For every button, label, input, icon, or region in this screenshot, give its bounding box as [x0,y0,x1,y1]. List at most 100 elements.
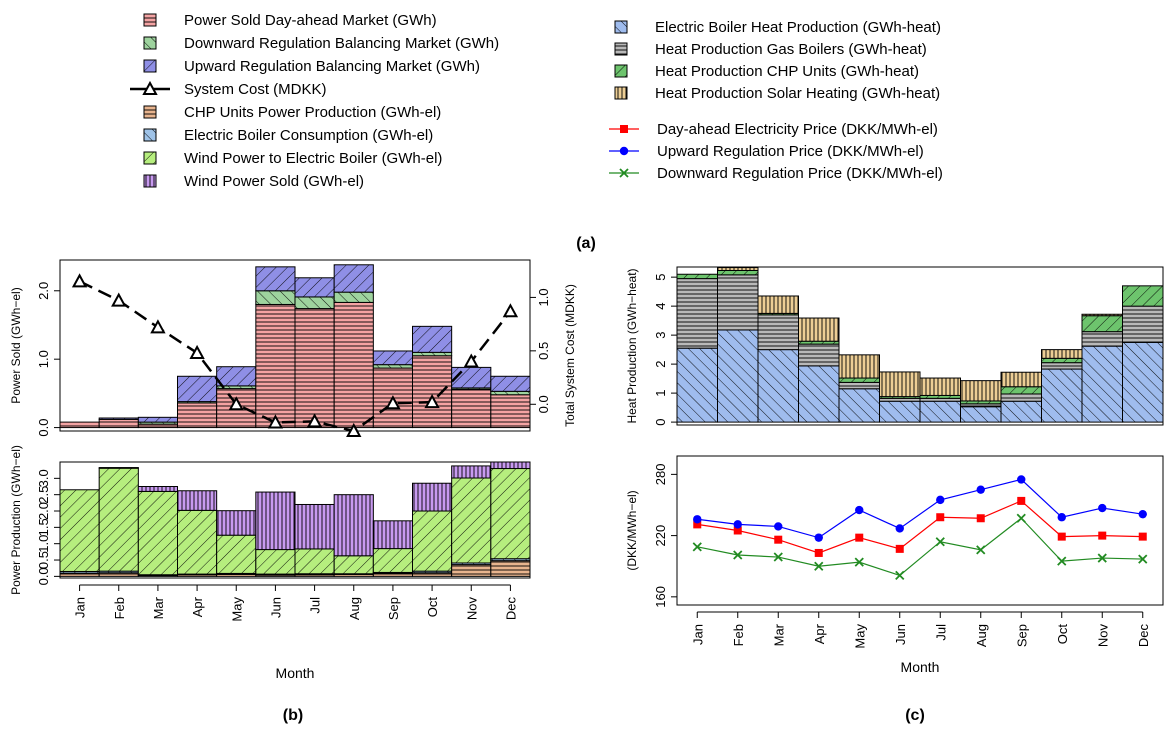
system-cost-point-sep [385,395,401,410]
bar-sold_da-feb [98,418,139,429]
y2-axis-label: Total System Cost (MDKK) [563,284,577,427]
legend-label: Electric Boiler Heat Production (GWh-hea… [655,19,941,36]
point-p_up-feb [733,520,742,529]
bar-gas_heat-oct [1041,362,1083,370]
x-tick-label-apr: Apr [812,623,827,644]
legend-swatch [614,42,628,56]
bar-eb_heat-jul [919,400,961,423]
x-tick-label-may: May [229,597,244,622]
y-tick-label: 4 [653,303,668,310]
legend-swatch [143,36,157,50]
y-tick-label: 1.0 [36,535,51,553]
legend-label: Downward Regulation Price (DKK/MWh-el) [657,165,943,182]
legend-item-solar_heat: Heat Production Solar Heating (GWh-heat) [614,85,940,102]
point-p_down-mar [773,552,783,562]
legend-swatch [143,59,157,73]
point-p_da-sep [1017,496,1026,505]
bar-wind_eb-oct [412,510,453,572]
bar-solar_heat-apr [798,317,840,342]
bar-chp_heat-nov [1081,315,1123,333]
point-p_up-may [855,505,864,515]
y-axis-label: Heat Production (GWh−heat) [625,268,639,423]
bar-gas_heat-dec [1122,305,1164,343]
bar-eb_heat-apr [798,365,840,423]
bar-solar_heat-jun [879,371,921,398]
bar-wind_sold-oct [412,482,453,512]
bar-gas_heat-feb [717,274,759,331]
series-line-p_down [697,517,1143,577]
point-p_down-jul [935,537,945,547]
y-tick-label: 220 [653,525,668,547]
bar-down_reg-aug [333,291,374,303]
x-tick-label-apr: Apr [190,596,205,617]
y-tick-label: 0.0 [36,567,51,585]
bar-up_reg-jun [255,266,296,292]
bar-chp_heat-oct [1041,357,1083,364]
y-tick-label: 2.0 [36,282,51,300]
bar-eb_heat-dec [1122,341,1164,423]
y2-tick-label: 0.0 [536,395,551,413]
bar-chp_el-nov [451,564,492,577]
bar-wind_eb-jan [59,489,100,572]
bar-wind_eb-dec [490,468,531,560]
legend-label: Wind Power to Electric Boiler (GWh-el) [184,150,442,167]
caption-c: (c) [905,707,925,724]
panel-c-top-heat-production: 0 1 2 3 4 5 Heat Production (GWh−heat) [625,266,1164,426]
x-tick-label-oct: Oct [1055,624,1070,645]
bar-wind_sold-nov [451,465,492,479]
bar-wind_eb-jun [255,549,296,575]
bar-solar_heat-oct [1041,349,1083,359]
system-cost-point-jun [267,414,284,429]
panel-b-top-power-sold: 0.0 1.0 2.0 Power Sold (GWh−el) 0.0 0.5 1.0 Tot… [9,259,577,437]
x-axis-label: Month [901,659,940,675]
legend-right: Electric Boiler Heat Production (GWh-hea… [609,19,943,182]
legend-label: Heat Production Gas Boilers (GWh-heat) [655,41,927,58]
bar-wind_sold-mar [137,486,178,492]
bar-gas_heat-nov [1081,331,1123,347]
bar-up_reg-mar [137,416,178,423]
y-tick-label: 0 [653,418,668,425]
legend-item-eb_heat: Electric Boiler Heat Production (GWh-hea… [614,19,941,36]
x-tick-label-nov: Nov [1095,624,1110,648]
bar-up_reg-dec [490,375,531,392]
point-p_up-nov [1098,503,1107,513]
legend-left: Power Sold Day-ahead Market (GWh) Downwar… [130,12,499,190]
x-tick-label-jul: Jul [933,624,948,641]
legend-swatch [614,86,628,100]
legend-item-sys_cost: System Cost (MDKK) [130,80,327,98]
legend-item-chp_heat: Heat Production CHP Units (GWh-heat) [614,63,919,80]
legend-label: CHP Units Power Production (GWh-el) [184,104,441,121]
legend-item-p_down: Downward Regulation Price (DKK/MWh-el) [609,165,943,182]
system-cost-point-oct [424,394,440,409]
legend-marker [620,125,628,133]
bar-up_reg-oct [412,325,453,353]
x-tick-label-mar: Mar [151,596,166,619]
bar-sold_da-oct [412,355,453,429]
point-p_down-sep [1016,513,1026,523]
bar-wind_sold-may [216,510,257,536]
point-p_da-jun [895,544,904,553]
bar-eb_heat-jan [676,347,718,423]
legend-marker [619,168,629,178]
system-cost-point-apr [189,344,205,359]
x-tick-label-dec: Dec [503,597,518,621]
series-line-p_da [697,500,1143,554]
x-tick-label-aug: Aug [347,597,362,620]
y-axis-label: Power Sold (GWh−el) [9,287,23,403]
point-p_up-mar [774,522,783,531]
legend-item-down_reg: Downward Regulation Balancing Market (GW… [143,35,499,52]
bar-sold_da-mar [137,423,178,429]
legend-marker [142,80,158,95]
x-tick-label-may: May [852,624,867,649]
caption-a: (a) [576,235,596,252]
bar-sold_da-apr [177,402,218,429]
legend-item-p_da: Day-ahead Electricity Price (DKK/MWh-el) [609,121,938,138]
point-p_up-jun [895,524,904,533]
x-tick-label-jun: Jun [893,624,908,645]
bar-wind_eb-apr [177,509,218,575]
x-tick-label-jan: Jan [73,597,88,618]
legend-swatch [143,128,157,142]
x-tick-label-sep: Sep [386,597,401,620]
x-tick-label-sep: Sep [1014,624,1029,647]
series-line-p_up [697,478,1143,539]
